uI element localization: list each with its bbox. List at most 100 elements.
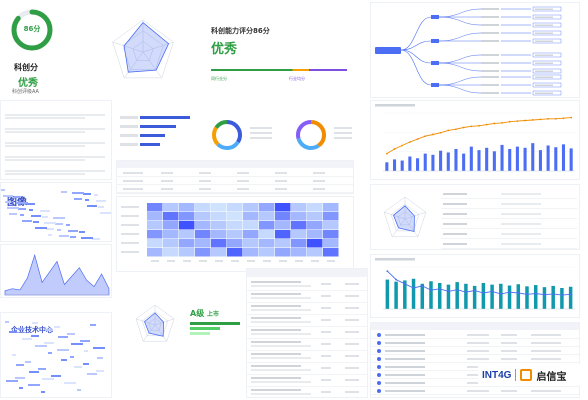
heatmap-cell bbox=[211, 212, 227, 221]
chart-point bbox=[547, 117, 550, 120]
heatmap-cell bbox=[179, 203, 195, 212]
bar-list-bar bbox=[140, 116, 190, 119]
heatmap-cell bbox=[227, 212, 243, 221]
heatmap-cell bbox=[243, 221, 259, 230]
table-row bbox=[247, 387, 367, 397]
chart-bar bbox=[400, 160, 404, 171]
table-row bbox=[247, 327, 367, 339]
chart-bar bbox=[408, 156, 412, 171]
heatmap-cell bbox=[259, 239, 275, 248]
chart-point bbox=[408, 141, 411, 143]
heatmap-cell bbox=[211, 248, 227, 257]
wordcloud2-area: 企业技术中心 bbox=[5, 321, 109, 397]
chart-bar bbox=[454, 148, 458, 171]
chart-bar bbox=[569, 148, 573, 171]
list-item-title bbox=[5, 135, 109, 140]
donut-chart-2 bbox=[296, 120, 326, 150]
line-bar-chart-2 bbox=[375, 258, 575, 310]
heatmap-cell bbox=[179, 221, 195, 230]
chart-point bbox=[473, 289, 476, 292]
table-row bbox=[247, 303, 367, 315]
heatmap-cell bbox=[307, 212, 323, 221]
bottom-right-table bbox=[370, 322, 580, 398]
chart-point bbox=[478, 124, 480, 127]
chart-point bbox=[485, 123, 488, 126]
chart-point bbox=[543, 293, 546, 296]
donut-slice bbox=[212, 120, 242, 150]
heatmap-cell bbox=[243, 203, 259, 212]
tree-root bbox=[375, 47, 401, 54]
cloud-word: 企业技术中心 bbox=[11, 326, 53, 334]
bar-list-panel bbox=[116, 104, 206, 156]
chart-bar bbox=[481, 282, 486, 309]
heatmap-cell bbox=[291, 212, 307, 221]
tree-diagram bbox=[375, 6, 562, 96]
chart-bar bbox=[437, 282, 442, 309]
chart-bar bbox=[485, 147, 489, 171]
table-row bbox=[371, 387, 579, 395]
chart-point bbox=[412, 287, 415, 289]
line-bar-chart bbox=[375, 104, 575, 172]
heatmap-cell bbox=[243, 212, 259, 221]
right-mid-panel bbox=[370, 184, 580, 250]
wordcloud-panel: 图像 bbox=[0, 182, 112, 242]
bottom-mid-table bbox=[246, 268, 368, 398]
summary-bar bbox=[211, 69, 347, 71]
heatmap-cell bbox=[195, 212, 211, 221]
chart-point bbox=[439, 131, 442, 134]
grade-bar bbox=[190, 332, 210, 335]
chart-point bbox=[517, 292, 520, 294]
qixinbao-logo-icon bbox=[520, 369, 533, 381]
table-row bbox=[441, 199, 577, 209]
chart-bar bbox=[533, 285, 538, 309]
table-row bbox=[117, 177, 353, 185]
heatmap-cell bbox=[307, 221, 323, 230]
chart-bar bbox=[538, 150, 542, 171]
bar-label-placeholder bbox=[120, 125, 138, 128]
heatmap-cell bbox=[275, 239, 291, 248]
mid-table-header bbox=[117, 161, 353, 168]
chart-bar bbox=[515, 146, 519, 171]
heatmap-cell bbox=[147, 203, 163, 212]
heatmap-cell bbox=[323, 239, 339, 248]
chart-point bbox=[462, 126, 465, 129]
heatmap-cell bbox=[147, 212, 163, 221]
heatmap-cell bbox=[275, 248, 291, 257]
table-row bbox=[247, 315, 367, 327]
chart-point bbox=[508, 291, 511, 294]
heatmap-cell bbox=[259, 203, 275, 212]
heatmap-cell bbox=[291, 248, 307, 257]
chart-bar bbox=[431, 154, 435, 171]
bar-list-bar bbox=[140, 134, 165, 137]
capability-radar bbox=[112, 19, 174, 79]
summary-grade: 优秀 bbox=[211, 42, 238, 57]
chart-bar bbox=[439, 150, 443, 171]
heatmap-cell bbox=[323, 248, 339, 257]
chart-point bbox=[470, 125, 473, 128]
heatmap-cell bbox=[259, 212, 275, 221]
score-value: 86分 bbox=[23, 25, 41, 33]
heatmap-cell bbox=[227, 248, 243, 257]
table-row bbox=[441, 239, 577, 249]
chart-point bbox=[501, 121, 503, 124]
chart-bar bbox=[561, 144, 566, 171]
chart-point bbox=[499, 292, 502, 295]
list-item bbox=[5, 135, 109, 147]
bar-label-placeholder bbox=[120, 116, 138, 119]
heatmap-cell bbox=[211, 221, 227, 230]
bar-list-bar bbox=[140, 143, 160, 146]
heatmap-cell bbox=[179, 239, 195, 248]
chart-point bbox=[524, 119, 526, 122]
chart-bar bbox=[446, 284, 451, 309]
chart-bar bbox=[446, 152, 450, 171]
chart-bar bbox=[516, 284, 521, 309]
chart-point bbox=[531, 119, 534, 121]
list-item bbox=[5, 149, 109, 161]
heatmap-cell bbox=[291, 203, 307, 212]
score-ring bbox=[11, 9, 53, 51]
bar-label-placeholder bbox=[120, 143, 138, 146]
chart-bar bbox=[551, 285, 555, 309]
heatmap-cell bbox=[179, 230, 195, 239]
area-series bbox=[4, 253, 110, 296]
heatmap-cell bbox=[307, 248, 323, 257]
